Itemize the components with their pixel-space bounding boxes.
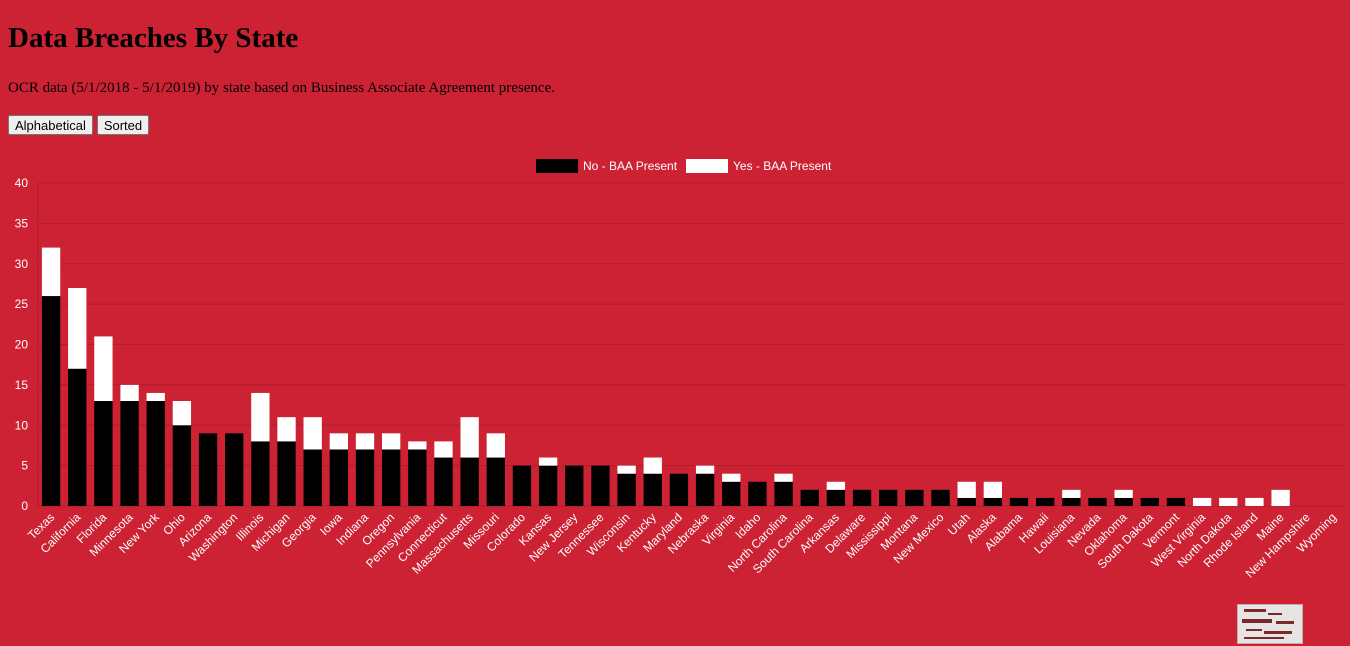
bar-no-baa[interactable] (198, 433, 218, 506)
bar-yes-baa[interactable] (617, 465, 636, 474)
bar-yes-baa[interactable] (983, 481, 1002, 498)
bar-yes-baa[interactable] (408, 441, 427, 450)
bar-no-baa[interactable] (538, 465, 558, 506)
bar-no-baa[interactable] (669, 473, 689, 506)
bar-no-baa[interactable] (695, 473, 715, 506)
bar-no-baa[interactable] (120, 401, 139, 506)
chart-legend: No - BAA Present Yes - BAA Present (536, 159, 832, 173)
y-tick-label: 10 (15, 418, 29, 432)
bar-yes-baa[interactable] (957, 481, 976, 498)
footer-logo (1237, 604, 1303, 644)
bar-yes-baa[interactable] (486, 433, 505, 458)
bar-no-baa[interactable] (983, 497, 1002, 506)
bar-yes-baa[interactable] (434, 441, 453, 458)
bar-no-baa[interactable] (800, 489, 819, 506)
y-axis: 0 5 10 15 20 25 30 35 40 (15, 176, 29, 513)
bar-no-baa[interactable] (277, 441, 296, 506)
bar-no-baa[interactable] (1088, 497, 1107, 506)
bar-yes-baa[interactable] (1245, 497, 1264, 506)
bar-no-baa[interactable] (722, 481, 741, 506)
bar-no-baa[interactable] (94, 401, 113, 506)
legend-swatch[interactable] (686, 159, 728, 173)
bar-yes-baa[interactable] (722, 473, 741, 482)
y-tick-label: 0 (21, 499, 28, 513)
bar-no-baa[interactable] (591, 465, 610, 506)
bar-no-baa[interactable] (1114, 497, 1133, 506)
y-tick-label: 15 (15, 378, 29, 392)
bar-yes-baa[interactable] (1114, 489, 1133, 498)
bar-no-baa[interactable] (617, 473, 636, 506)
bar-yes-baa[interactable] (382, 433, 401, 450)
bar-yes-baa[interactable] (1062, 489, 1081, 498)
legend-label[interactable]: No - BAA Present (583, 159, 678, 173)
bar-yes-baa[interactable] (277, 417, 296, 442)
bar-no-baa[interactable] (355, 449, 375, 506)
bar-no-baa[interactable] (41, 296, 61, 506)
page-title: Data Breaches By State (8, 22, 299, 54)
bar-yes-baa[interactable] (251, 392, 270, 442)
bar-no-baa[interactable] (303, 449, 322, 506)
bar-yes-baa[interactable] (538, 457, 558, 466)
bar-no-baa[interactable] (408, 449, 427, 506)
bar-yes-baa[interactable] (643, 457, 662, 474)
y-tick-label: 40 (15, 176, 29, 190)
chart-bars (41, 247, 1290, 506)
bar-no-baa[interactable] (643, 473, 662, 506)
sorted-button[interactable]: Sorted (96, 115, 150, 135)
bar-no-baa[interactable] (172, 425, 192, 506)
y-tick-label: 25 (15, 297, 29, 311)
bar-no-baa[interactable] (1062, 497, 1081, 506)
bar-no-baa[interactable] (826, 489, 846, 506)
breaches-bar-chart: 0 5 10 15 20 25 30 35 40 TexasCaliforniaFloridaM… (15, 159, 1346, 581)
bar-no-baa[interactable] (905, 489, 924, 506)
bar-no-baa[interactable] (146, 401, 165, 506)
bar-no-baa[interactable] (1009, 497, 1029, 506)
bar-yes-baa[interactable] (1192, 497, 1212, 506)
bar-yes-baa[interactable] (172, 401, 192, 426)
bar-yes-baa[interactable] (695, 465, 715, 474)
bar-no-baa[interactable] (512, 465, 532, 506)
bar-no-baa[interactable] (1036, 497, 1055, 506)
bar-no-baa[interactable] (251, 441, 270, 506)
bar-yes-baa[interactable] (826, 481, 846, 490)
bar-no-baa[interactable] (1166, 497, 1186, 506)
bar-yes-baa[interactable] (329, 433, 348, 450)
alphabetical-button[interactable]: Alphabetical (8, 115, 93, 135)
legend-label[interactable]: Yes - BAA Present (733, 159, 832, 173)
y-tick-label: 30 (15, 257, 29, 271)
bar-no-baa[interactable] (565, 465, 584, 506)
bar-yes-baa[interactable] (460, 417, 479, 458)
bar-yes-baa[interactable] (41, 247, 61, 297)
bar-yes-baa[interactable] (1271, 489, 1290, 506)
bar-no-baa[interactable] (460, 457, 479, 506)
y-tick-label: 5 (21, 459, 28, 473)
bar-yes-baa[interactable] (94, 336, 113, 402)
bar-yes-baa[interactable] (355, 433, 375, 450)
bar-no-baa[interactable] (434, 457, 453, 506)
bar-yes-baa[interactable] (68, 287, 87, 369)
bar-no-baa[interactable] (931, 489, 950, 506)
page-subtitle: OCR data (5/1/2018 - 5/1/2019) by state … (8, 80, 555, 96)
bar-no-baa[interactable] (748, 481, 767, 506)
bar-no-baa[interactable] (225, 433, 244, 506)
bar-no-baa[interactable] (486, 457, 505, 506)
y-tick-label: 35 (15, 216, 29, 230)
bar-yes-baa[interactable] (146, 392, 165, 402)
bar-no-baa[interactable] (1140, 497, 1159, 506)
sort-buttons: Alphabetical Sorted (8, 115, 150, 135)
bar-no-baa[interactable] (382, 449, 401, 506)
y-tick-label: 20 (15, 338, 29, 352)
bar-no-baa[interactable] (774, 481, 793, 506)
bar-no-baa[interactable] (329, 449, 348, 506)
bar-no-baa[interactable] (957, 497, 976, 506)
bar-yes-baa[interactable] (303, 417, 322, 450)
bar-no-baa[interactable] (852, 489, 872, 506)
bar-yes-baa[interactable] (120, 384, 139, 402)
bar-no-baa[interactable] (879, 489, 898, 506)
legend-swatch[interactable] (536, 159, 578, 173)
bar-no-baa[interactable] (68, 368, 87, 506)
bar-yes-baa[interactable] (1219, 497, 1238, 506)
bar-yes-baa[interactable] (774, 473, 793, 482)
